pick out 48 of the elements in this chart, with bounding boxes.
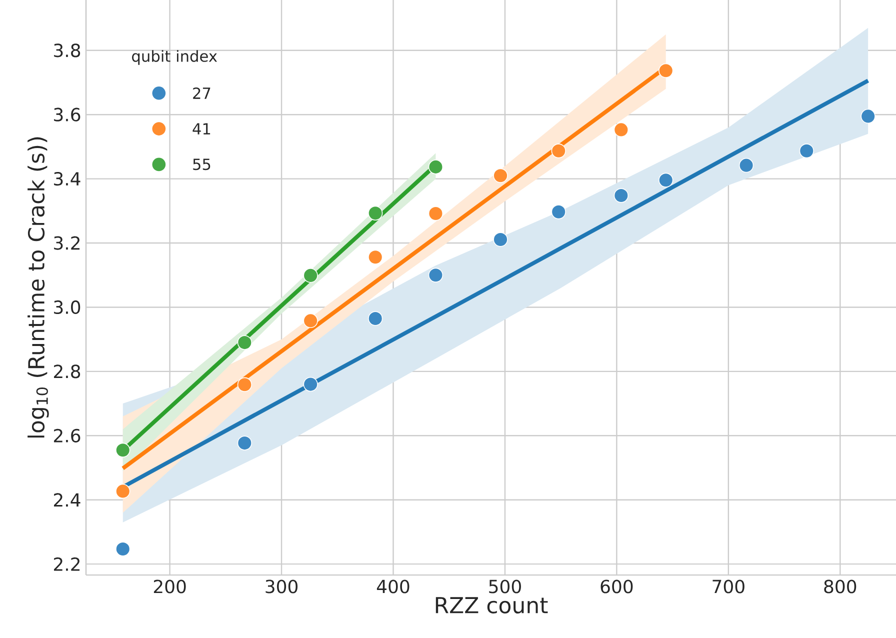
x-tick-label: 700 xyxy=(712,580,744,594)
point xyxy=(368,311,383,326)
point xyxy=(658,63,674,78)
legend-label: 41 xyxy=(192,123,210,134)
point xyxy=(493,232,508,247)
point xyxy=(614,122,628,138)
y-tick-label: 3.6 xyxy=(54,108,80,122)
y-tick-label: 3.8 xyxy=(54,44,80,58)
point xyxy=(237,377,252,392)
point xyxy=(237,436,252,450)
point xyxy=(116,542,130,556)
y-tick-label: 2.8 xyxy=(54,364,80,378)
x-tick-label: 400 xyxy=(376,580,410,594)
y-tick-label: 3.0 xyxy=(54,300,80,314)
y-tick-label: 3.2 xyxy=(54,236,80,250)
y-tick-label: 2.2 xyxy=(54,557,80,571)
point xyxy=(303,268,318,283)
y-tick-label: 2.6 xyxy=(54,428,80,442)
point xyxy=(428,160,444,174)
point xyxy=(493,168,508,183)
point xyxy=(303,313,318,328)
x-tick-label: 300 xyxy=(266,580,298,594)
point xyxy=(237,335,252,350)
x-axis-title: RZZ count xyxy=(436,597,548,614)
point xyxy=(116,484,130,499)
point xyxy=(799,144,814,158)
point xyxy=(614,188,628,203)
point xyxy=(860,108,876,124)
point xyxy=(551,144,566,158)
point xyxy=(658,172,674,188)
legend-title: qubit index xyxy=(132,50,218,65)
point xyxy=(368,206,383,220)
legend-label: 27 xyxy=(193,87,210,99)
y-tick-label: 2.4 xyxy=(54,493,80,507)
y-tick-label: 3.4 xyxy=(54,172,80,186)
point xyxy=(116,442,130,458)
point xyxy=(303,376,318,392)
point xyxy=(551,204,566,220)
point xyxy=(428,206,444,221)
x-tick-label: 500 xyxy=(489,580,521,594)
x-tick-label: 600 xyxy=(600,580,633,594)
y-axis-title: log$_{10}$ (Runtime to Crack (s)) xyxy=(28,137,49,438)
x-tick-label: 200 xyxy=(154,580,186,594)
x-tick-label: 800 xyxy=(824,580,856,594)
point xyxy=(428,268,444,282)
legend-label: 55 xyxy=(193,158,210,170)
point xyxy=(738,158,754,173)
point xyxy=(368,250,383,264)
